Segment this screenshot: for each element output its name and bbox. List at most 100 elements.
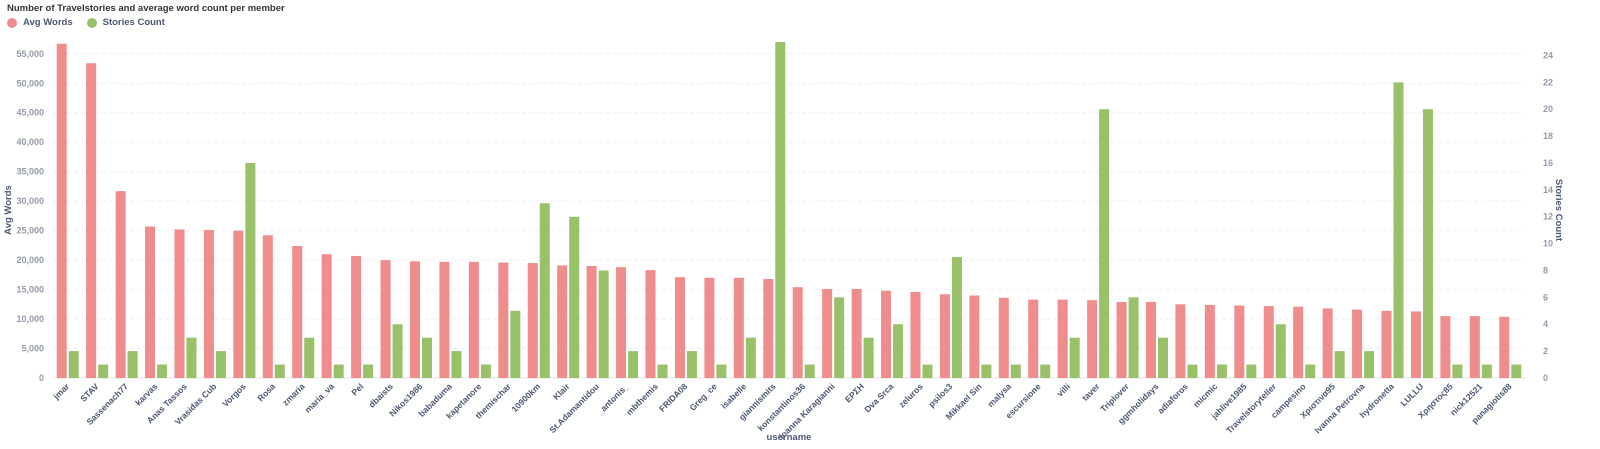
legend: Avg Words Stories Count [7, 17, 165, 28]
bar-avg-words [881, 290, 892, 378]
bar-avg-words [586, 266, 597, 378]
y-axis-title: Avg Words [3, 185, 14, 235]
x-tick-label: ΕΡΣΗ [843, 381, 866, 404]
bar-avg-words [409, 261, 420, 378]
bar-avg-words [1116, 301, 1127, 378]
bar-avg-words [1440, 316, 1451, 378]
y-tick-label: 25,000 [16, 226, 44, 236]
bar-stories-count [157, 364, 168, 378]
bar-avg-words [321, 254, 332, 378]
x-tick-label: adiaforos [1155, 381, 1190, 416]
x-tick-label: maria_va [303, 381, 337, 415]
bar-stories-count [480, 364, 491, 378]
bar-stories-count [893, 324, 904, 378]
x-tick-label: malysa [986, 381, 1014, 409]
x-tick-label: dbaists [367, 381, 396, 410]
bar-avg-words [1381, 310, 1392, 378]
y2-tick-label: 12 [1543, 212, 1553, 222]
bar-avg-words [351, 255, 362, 378]
x-tick-label: Greg_ce [687, 381, 719, 413]
bar-avg-words [557, 265, 568, 378]
y2-tick-label: 4 [1543, 319, 1548, 329]
bar-stories-count [628, 351, 639, 378]
legend-label-avg-words: Avg Words [23, 17, 73, 28]
y2-tick-label: 16 [1543, 158, 1553, 168]
bar-stories-count [1364, 351, 1375, 378]
x-tick-label: micmic [1191, 381, 1219, 409]
bar-avg-words [1234, 305, 1245, 378]
x-tick-label: psilos3 [926, 381, 954, 409]
y-tick-label: 0 [39, 373, 44, 383]
bar-avg-words [439, 261, 450, 378]
bar-avg-words [292, 245, 303, 378]
bar-avg-words [115, 191, 126, 378]
bar-stories-count [981, 364, 992, 378]
y-tick-label: 20,000 [16, 255, 44, 265]
bar-stories-count [539, 203, 550, 378]
y2-axis-title: Stories Count [1553, 179, 1564, 242]
x-tick-label: 10900km [509, 381, 542, 414]
bar-avg-words [86, 63, 97, 378]
bar-stories-count [98, 364, 109, 378]
bar-stories-count [922, 364, 933, 378]
bar-avg-words [56, 43, 67, 378]
y-tick-label: 40,000 [16, 137, 44, 147]
x-axis-title: username [767, 432, 812, 443]
bar-stories-count [775, 42, 786, 378]
bar-stories-count [1481, 364, 1492, 378]
legend-item-avg-words[interactable]: Avg Words [7, 17, 73, 28]
bar-avg-words [1057, 299, 1068, 378]
bar-avg-words [498, 262, 509, 378]
y-tick-label: 45,000 [16, 108, 44, 118]
y2-tick-label: 0 [1543, 373, 1548, 383]
bar-stories-count [1010, 364, 1021, 378]
bar-stories-count [1069, 337, 1080, 378]
bar-avg-words [1352, 309, 1363, 378]
x-tick-label: Klair [551, 381, 572, 402]
legend-item-stories-count[interactable]: Stories Count [86, 17, 165, 28]
bar-stories-count [1452, 364, 1463, 378]
bar-avg-words [1028, 299, 1039, 378]
bar-stories-count [686, 351, 697, 378]
bar-stories-count [951, 257, 962, 378]
x-tick-label: Vorgos [220, 381, 248, 409]
bar-stories-count [68, 351, 79, 378]
bar-stories-count [333, 364, 344, 378]
x-tick-label: villi [1055, 381, 1072, 398]
bar-avg-words [174, 229, 185, 378]
bar-stories-count [363, 364, 374, 378]
bar-stories-count [1246, 364, 1257, 378]
bar-stories-count [1158, 337, 1169, 378]
bar-avg-words [1322, 308, 1333, 378]
bar-stories-count [745, 337, 756, 378]
bar-avg-words [233, 230, 244, 378]
bar-avg-words [262, 235, 273, 378]
y-tick-label: 30,000 [16, 196, 44, 206]
y2-tick-label: 14 [1543, 185, 1553, 195]
y2-tick-label: 6 [1543, 292, 1548, 302]
y-tick-label: 50,000 [16, 78, 44, 88]
bar-stories-count [1305, 364, 1316, 378]
bar-avg-words [1293, 306, 1304, 378]
x-tick-label: Rosa [255, 381, 277, 403]
x-tick-label: STAV [78, 381, 101, 404]
bar-stories-count [215, 351, 226, 378]
bar-avg-words [1145, 301, 1156, 378]
bar-stories-count [1216, 364, 1227, 378]
bar-stories-count [510, 310, 521, 378]
y-tick-label: 35,000 [16, 167, 44, 177]
bar-avg-words [910, 291, 921, 378]
bar-avg-words [674, 277, 685, 378]
x-tick-label: LULLU [1398, 381, 1425, 408]
y-tick-label: 55,000 [16, 49, 44, 59]
legend-swatch-avg-words [7, 17, 17, 28]
legend-swatch-stories-count [86, 17, 97, 28]
bar-avg-words [1204, 304, 1215, 378]
bar-stories-count [1393, 82, 1404, 378]
bar-stories-count [598, 270, 609, 378]
bar-avg-words [792, 287, 803, 378]
y2-tick-label: 8 [1543, 265, 1548, 275]
x-tick-label: Dva Srca [862, 381, 895, 414]
